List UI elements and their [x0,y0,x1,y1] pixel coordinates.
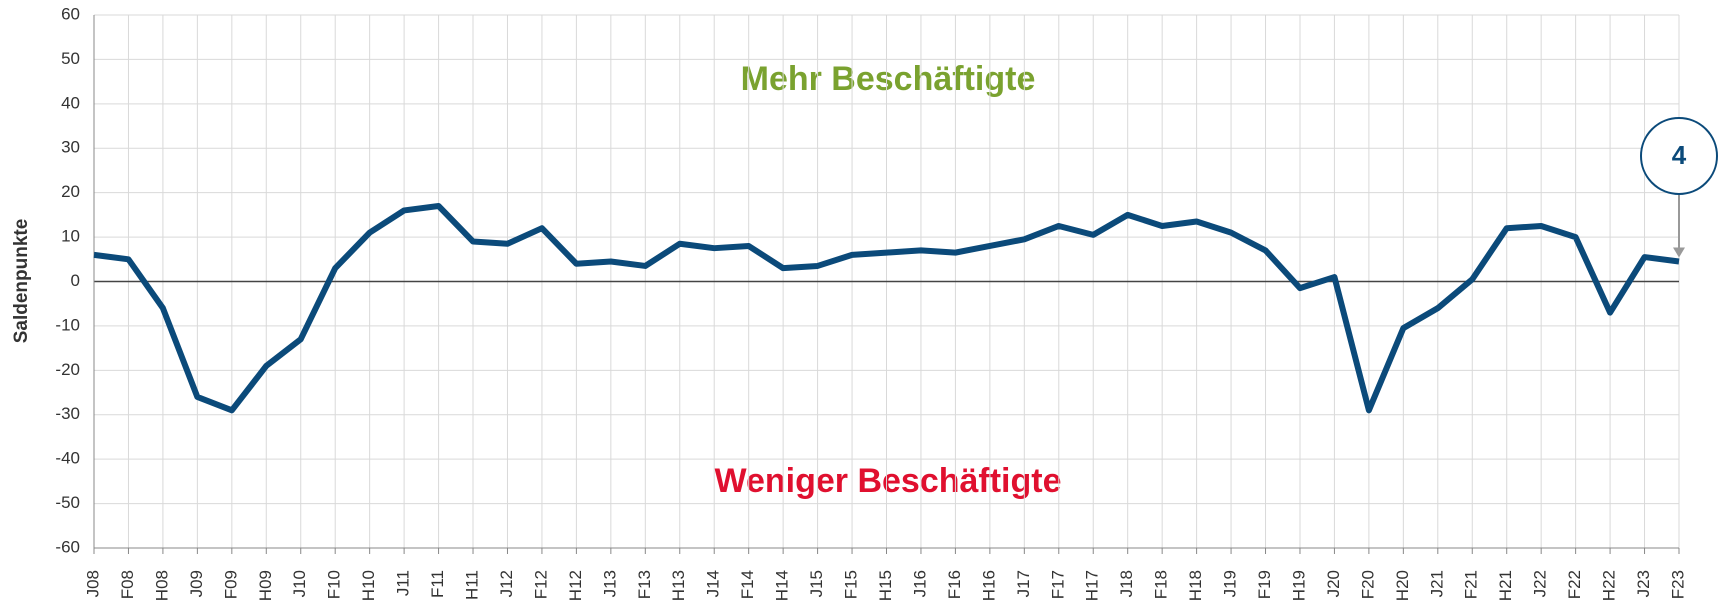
y-axis-label: Saldenpunkte [11,219,32,344]
x-tick-label: H22 [1600,570,1619,601]
x-tick-label: H11 [463,570,482,600]
x-tick-label: H18 [1186,570,1205,601]
x-tick-label: J20 [1324,570,1343,597]
x-tick-label: F10 [325,570,344,599]
x-tick-label: H16 [979,570,998,601]
y-tick-label: 20 [61,182,80,201]
x-tick-label: J23 [1634,570,1653,597]
x-tick-label: J09 [187,570,206,597]
x-tick-label: J14 [704,570,723,597]
x-tick-label: J15 [807,570,826,597]
x-tick-label: H21 [1496,570,1515,601]
x-tick-label: J16 [910,570,929,597]
y-tick-label: 50 [61,49,80,68]
x-tick-label: J22 [1531,570,1550,597]
x-tick-label: F15 [842,570,861,599]
x-tick-label: F19 [1255,570,1274,599]
x-tick-label: J13 [600,570,619,597]
x-tick-label: J19 [1221,570,1240,597]
y-tick-label: 60 [61,4,80,23]
x-tick-label: F23 [1668,570,1687,599]
x-tick-label: H17 [1083,570,1102,601]
x-tick-label: F13 [635,570,654,599]
x-tick-label: J18 [1117,570,1136,597]
y-tick-label: -20 [55,360,80,379]
y-tick-label: 40 [61,93,80,112]
x-tick-label: F18 [1152,570,1171,599]
x-tick-label: H09 [256,570,275,601]
x-tick-label: J21 [1427,570,1446,597]
annotation-positive: Mehr Beschäftigte [741,60,1036,98]
y-tick-label: -60 [55,537,80,556]
x-tick-label: F22 [1565,570,1584,599]
y-tick-label: -10 [55,315,80,334]
annotation-negative: Weniger Beschäftigte [714,462,1061,500]
x-tick-label: F12 [531,570,550,599]
x-tick-label: J08 [83,570,102,597]
callout-label: 4 [1672,140,1687,170]
x-tick-label: H19 [1289,570,1308,601]
x-tick-label: F11 [428,570,447,598]
x-tick-label: H12 [566,570,585,601]
x-tick-label: J10 [290,570,309,597]
y-tick-label: 10 [61,227,80,246]
y-tick-label: -40 [55,449,80,468]
callout-arrowhead [1673,247,1685,258]
x-tick-label: F16 [945,570,964,599]
y-tick-label: -50 [55,493,80,512]
x-tick-label: F20 [1358,570,1377,599]
x-tick-label: J11 [394,570,413,596]
y-tick-label: 0 [71,271,80,290]
y-tick-label: -30 [55,404,80,423]
callout-circle [1640,117,1718,195]
x-tick-label: F21 [1462,570,1481,599]
x-tick-label: H14 [773,570,792,601]
x-tick-label: H13 [669,570,688,601]
x-tick-label: H08 [152,570,171,601]
x-tick-label: F09 [221,570,240,599]
x-tick-label: H15 [876,570,895,601]
x-tick-label: J12 [497,570,516,597]
x-tick-label: F14 [738,570,757,599]
x-tick-label: H10 [359,570,378,601]
y-tick-label: 30 [61,138,80,157]
x-tick-label: F17 [1048,570,1067,599]
x-tick-label: F08 [118,570,137,599]
x-tick-label: H20 [1393,570,1412,601]
line-series [93,202,1680,414]
x-tick-label: J17 [1014,570,1033,597]
